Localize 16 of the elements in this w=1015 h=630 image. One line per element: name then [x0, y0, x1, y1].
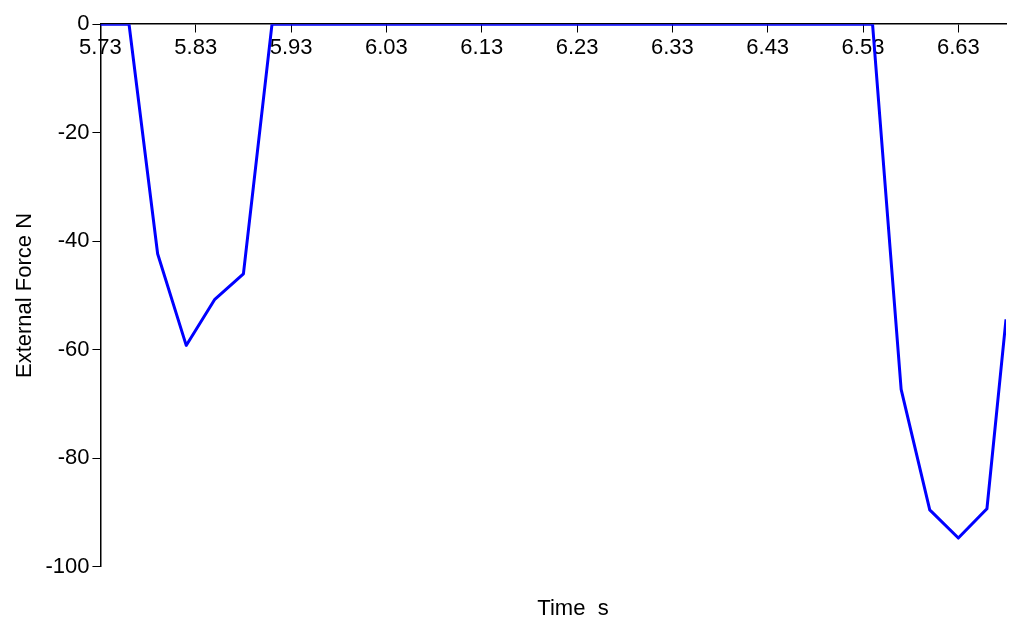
y-tick-label: -40 — [57, 227, 90, 253]
x-tick-label: 6.33 — [650, 34, 694, 60]
y-tick-label: -100 — [45, 552, 90, 578]
x-tick-label: 6.23 — [555, 34, 599, 60]
x-tick-label: 6.43 — [746, 34, 790, 60]
x-tick-label: 5.83 — [174, 34, 218, 60]
x-tick-label: 6.03 — [364, 34, 408, 60]
x-axis-title: Time s — [536, 595, 610, 621]
y-axis-title: External Force N — [11, 212, 37, 379]
y-tick-label: 0 — [77, 10, 90, 36]
x-tick-label: 6.13 — [460, 34, 504, 60]
y-tick-label: -60 — [57, 335, 90, 361]
x-tick-label: 6.63 — [936, 34, 980, 60]
y-tick-label: -20 — [57, 118, 90, 144]
x-tick-label: 5.93 — [269, 34, 313, 60]
y-tick-label: -80 — [57, 444, 90, 470]
